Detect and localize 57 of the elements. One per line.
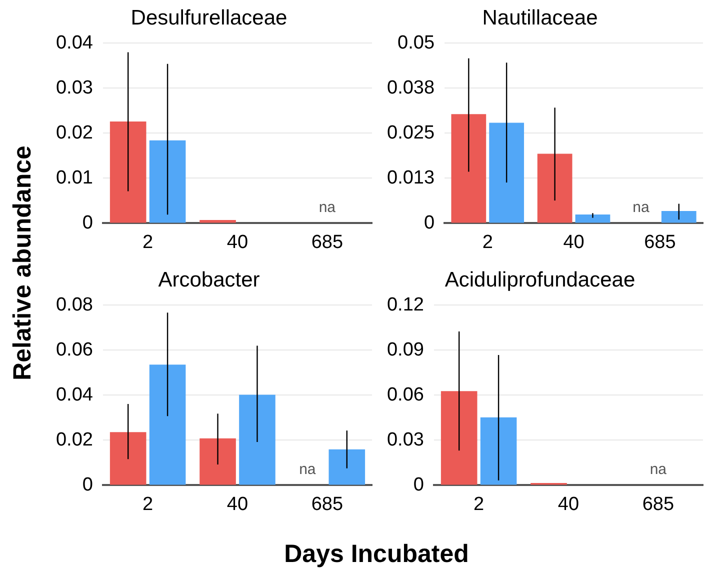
chart-title: Nautillaceae	[482, 6, 598, 30]
bar	[200, 438, 236, 485]
y-tick-label: 0.013	[387, 167, 435, 188]
x-tick-label: 2	[142, 494, 154, 515]
y-tick-label: 0.05	[398, 32, 435, 54]
bar	[489, 122, 524, 223]
y-tick-label: 0	[413, 474, 424, 496]
y-tick-label: 0.02	[56, 429, 93, 450]
x-axis-title: Days Incubated	[283, 540, 470, 569]
bar	[328, 449, 366, 485]
bar	[149, 364, 186, 485]
x-tick-label: 685	[642, 494, 674, 515]
x-tick-label: 40	[558, 494, 580, 515]
x-tick-label: 2	[474, 494, 484, 515]
x-tick-label: 685	[311, 232, 344, 253]
annotation: na	[650, 460, 668, 478]
x-tick-label: 40	[563, 232, 584, 253]
bar	[110, 122, 146, 223]
y-tick-label: 0.04	[56, 32, 94, 54]
y-axis-title: Relative abundance	[8, 145, 38, 380]
chart-title: Arcobacter	[158, 268, 260, 292]
y-tick-label: 0	[82, 212, 93, 234]
bar	[480, 417, 517, 485]
y-tick-label: 0.12	[386, 294, 424, 316]
y-tick-label: 0.038	[387, 77, 435, 98]
annotation: na	[632, 198, 650, 216]
annotation: na	[318, 198, 336, 216]
y-tick-label: 0.025	[387, 122, 435, 144]
x-tick-label: 40	[226, 494, 248, 515]
bar	[110, 432, 146, 485]
chart-title: Desulfurellaceae	[130, 6, 288, 30]
x-tick-label: 685	[644, 232, 676, 253]
x-tick-label: 2	[482, 232, 493, 253]
bar	[661, 210, 696, 223]
annotation: na	[299, 460, 316, 478]
y-tick-label: 0	[424, 212, 435, 234]
y-tick-label: 0.03	[386, 429, 424, 450]
chart-title: Aciduliprofundaceae	[444, 268, 636, 292]
y-tick-label: 0.06	[56, 339, 93, 360]
bar	[575, 214, 610, 223]
bar	[451, 114, 486, 223]
bar	[239, 394, 276, 485]
bar	[440, 391, 478, 485]
bar	[200, 220, 236, 223]
y-tick-label: 0.06	[386, 384, 424, 406]
x-tick-label: 40	[226, 232, 248, 253]
x-tick-label: 685	[311, 494, 344, 515]
y-tick-label: 0.04	[56, 384, 94, 406]
y-tick-label: 0.02	[56, 122, 93, 144]
y-tick-label: 0.08	[56, 294, 93, 316]
bar	[149, 140, 186, 223]
y-tick-label: 0.03	[56, 77, 93, 98]
y-tick-label: 0	[82, 474, 93, 496]
bar	[537, 154, 572, 223]
y-tick-label: 0.09	[386, 339, 424, 360]
y-tick-label: 0.01	[56, 167, 93, 188]
x-tick-label: 2	[142, 232, 154, 253]
